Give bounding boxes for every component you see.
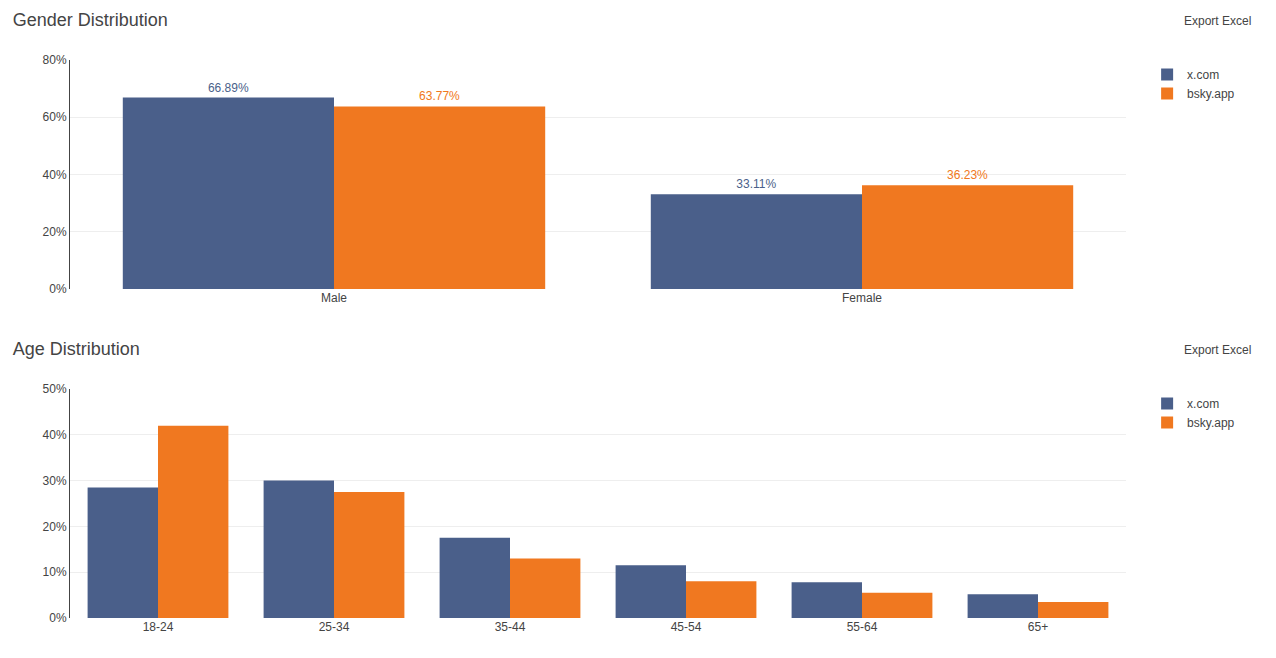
svg-text:45-54: 45-54	[671, 620, 702, 634]
svg-text:0%: 0%	[49, 611, 67, 625]
svg-text:40%: 40%	[43, 168, 67, 182]
svg-text:66.89%: 66.89%	[208, 81, 249, 95]
svg-text:Gender Distribution: Gender Distribution	[13, 10, 168, 30]
svg-text:80%: 80%	[43, 53, 67, 67]
svg-text:20%: 20%	[43, 520, 67, 534]
svg-text:25-34: 25-34	[319, 620, 350, 634]
svg-text:40%: 40%	[43, 428, 67, 442]
svg-text:Female: Female	[842, 291, 882, 305]
svg-text:10%: 10%	[43, 565, 67, 579]
svg-text:18-24: 18-24	[143, 620, 174, 634]
svg-text:36.23%: 36.23%	[947, 168, 988, 182]
svg-text:55-64: 55-64	[847, 620, 878, 634]
svg-text:63.77%: 63.77%	[419, 89, 460, 103]
svg-text:60%: 60%	[43, 110, 67, 124]
svg-text:30%: 30%	[43, 474, 67, 488]
svg-text:Age Distribution: Age Distribution	[13, 339, 140, 359]
svg-text:65+: 65+	[1028, 620, 1048, 634]
svg-text:20%: 20%	[43, 225, 67, 239]
svg-text:Male: Male	[321, 291, 347, 305]
svg-text:x.com: x.com	[1187, 397, 1219, 411]
svg-text:bsky.app: bsky.app	[1187, 87, 1234, 101]
svg-text:33.11%: 33.11%	[736, 177, 776, 191]
svg-text:0%: 0%	[49, 282, 67, 296]
svg-text:35-44: 35-44	[495, 620, 526, 634]
svg-text:50%: 50%	[43, 382, 67, 396]
svg-text:Export Excel: Export Excel	[1184, 14, 1251, 28]
svg-text:x.com: x.com	[1187, 68, 1219, 82]
svg-text:Export Excel: Export Excel	[1184, 343, 1251, 357]
svg-text:bsky.app: bsky.app	[1187, 416, 1234, 430]
